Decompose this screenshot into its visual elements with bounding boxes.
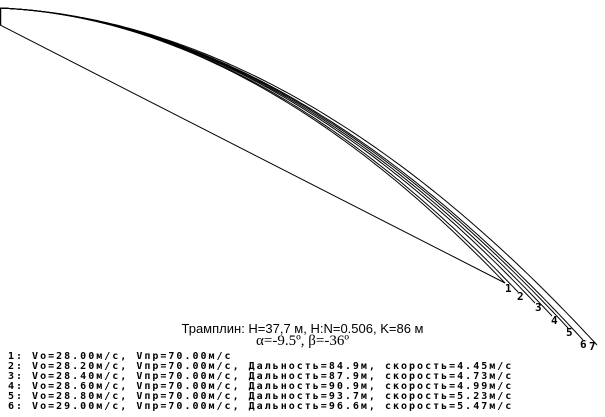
jump-angles: α=-9.5º, β=-36º	[256, 333, 349, 349]
trajectory-label: 7	[589, 340, 596, 353]
trajectory-5	[0, 7, 569, 329]
trajectory-3	[0, 7, 536, 304]
legend-row: 3: Vo=28.40м/с, Vпр=70.00м/с, Дальность=…	[8, 371, 514, 382]
legend-row: 4: Vo=28.60м/с, Vпр=70.00м/с, Дальность=…	[8, 381, 514, 392]
legend-row: 6: Vo=29.00м/с, Vпр=70.00м/с, Дальность=…	[8, 401, 514, 412]
trajectory-label: 3	[535, 301, 542, 314]
trajectory-7	[0, 7, 598, 346]
trajectory-label: 2	[517, 290, 524, 303]
legend-row: 2: Vo=28.20м/с, Vпр=70.00м/с, Дальность=…	[8, 361, 514, 372]
legend-row: 1: Vo=28.00м/с, Vпр=70.00м/с	[8, 351, 233, 362]
trajectory-4	[0, 7, 553, 317]
landing-slope	[0, 24, 506, 284]
trajectory-label: 1	[505, 282, 512, 295]
trajectory-label: 5	[566, 326, 573, 339]
trajectory-1	[0, 7, 506, 284]
jump-title: Трамплин: H=37,7 м, H:N=0.506, K=86 м	[181, 321, 424, 336]
legend: 1: Vo=28.00м/с, Vпр=70.00м/с 2: Vo=28.20м…	[8, 352, 513, 412]
trajectory-label: 6	[580, 338, 587, 351]
trajectory-label: 4	[551, 314, 558, 327]
legend-row: 5: Vo=28.80м/с, Vпр=70.00м/с, Дальность=…	[8, 391, 514, 402]
